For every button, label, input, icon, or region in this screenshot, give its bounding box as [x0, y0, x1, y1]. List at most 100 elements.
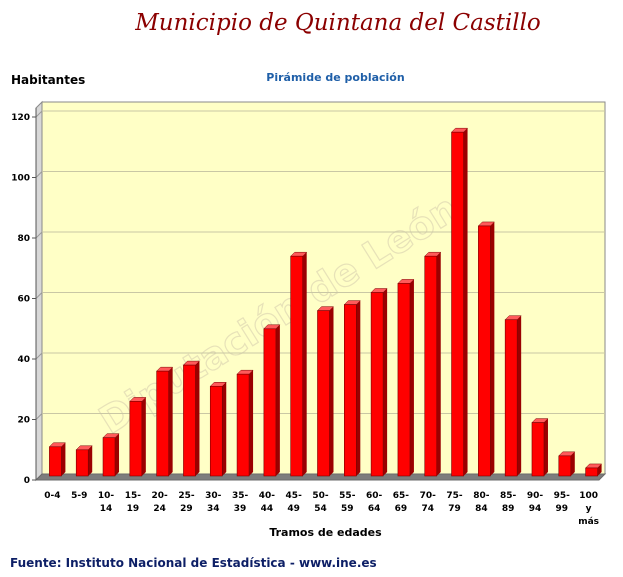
- x-tick-label: y: [586, 504, 592, 514]
- bar: [585, 467, 598, 477]
- y-tick-label: 80: [17, 234, 30, 244]
- bar-side: [329, 306, 334, 476]
- bar: [424, 255, 438, 477]
- x-tick-label: 25-: [178, 491, 195, 501]
- bar: [397, 283, 411, 477]
- x-tick-label: 35-: [232, 491, 249, 501]
- bar-side: [463, 128, 468, 477]
- x-tick-label: 39: [234, 504, 247, 514]
- bar: [370, 292, 384, 477]
- x-tick-label: 10-: [98, 491, 115, 501]
- bar-side: [490, 221, 495, 476]
- x-tick-label: 55-: [339, 491, 356, 501]
- x-tick-label: 100: [579, 491, 598, 501]
- bar: [504, 319, 518, 477]
- bar-side: [88, 445, 93, 476]
- bar-side: [168, 367, 173, 476]
- y-tick-label: 0: [24, 476, 30, 486]
- bar-side: [517, 315, 522, 476]
- x-tick-label: 89: [502, 504, 515, 514]
- x-tick-label: 85-: [500, 491, 517, 501]
- x-tick-label: 29: [180, 504, 193, 514]
- bar: [317, 310, 330, 477]
- x-tick-label: 84: [475, 504, 488, 514]
- bar-side: [356, 300, 361, 476]
- bar: [209, 385, 223, 477]
- x-tick-label: 60-: [366, 491, 383, 501]
- x-tick-label: 5-9: [71, 491, 87, 501]
- bar: [558, 455, 572, 477]
- gridline-side: [35, 110, 43, 118]
- bar-side: [543, 418, 548, 476]
- source-note: Fuente: Instituto Nacional de Estadístic…: [10, 556, 377, 570]
- bar-side: [61, 442, 66, 476]
- page-title: Municipio de Quintana del Castillo: [135, 10, 541, 36]
- bar: [478, 225, 491, 477]
- bar: [290, 255, 303, 477]
- y-tick-label: 20: [17, 416, 30, 426]
- x-tick-label: 99: [556, 504, 569, 514]
- bar: [156, 370, 169, 477]
- x-tick-label: 80-: [473, 491, 490, 501]
- y-tick-label: 60: [17, 295, 30, 305]
- bar-side: [436, 252, 441, 476]
- x-tick-label: 40-: [259, 491, 276, 501]
- x-tick-label: 15-: [125, 491, 142, 501]
- x-tick-label: 90-: [527, 491, 544, 501]
- gridline-side: [35, 231, 43, 239]
- bar: [102, 437, 116, 477]
- bar-side: [249, 370, 254, 476]
- plot-side-wall: [35, 100, 43, 482]
- x-tick-label: 75-: [446, 491, 463, 501]
- x-tick-label: 65-: [393, 491, 410, 501]
- gridline-side: [35, 413, 43, 420]
- x-tick-label: 64: [368, 504, 381, 514]
- x-tick-label: 24: [153, 504, 166, 514]
- x-tick-label: 95-: [554, 491, 571, 501]
- x-tick-label: 70-: [420, 491, 437, 501]
- chart-title: Pirámide de población: [266, 71, 405, 84]
- y-tick-label: 40: [17, 355, 30, 365]
- x-tick-label: 0-4: [44, 491, 60, 501]
- bar-side: [222, 382, 227, 476]
- bar: [49, 446, 62, 477]
- gridline-side: [35, 352, 43, 360]
- x-tick-label: 74: [421, 504, 434, 514]
- x-tick-label: 20-: [152, 491, 169, 501]
- x-tick-label: 30-: [205, 491, 222, 501]
- x-tick-label: 50-: [312, 491, 329, 501]
- bar: [531, 422, 545, 477]
- x-tick-label: 94: [529, 504, 542, 514]
- bar: [75, 449, 89, 477]
- bar: [451, 131, 464, 477]
- gridline-side: [35, 171, 43, 178]
- bar-side: [195, 361, 200, 476]
- x-tick-label: 44: [261, 504, 274, 514]
- bar: [129, 401, 143, 477]
- x-tick-label: más: [578, 517, 599, 527]
- x-tick-label: 19: [127, 504, 140, 514]
- x-tick-label: 14: [100, 504, 113, 514]
- bar: [236, 373, 250, 477]
- x-axis-label: Tramos de edades: [269, 526, 382, 539]
- x-tick-label: 79: [448, 504, 461, 514]
- x-tick-label: 59: [341, 504, 354, 514]
- x-tick-label: 54: [314, 504, 327, 514]
- bar: [263, 328, 277, 477]
- bar-side: [141, 397, 146, 476]
- bar-side: [302, 252, 307, 476]
- y-tick-label: 120: [11, 113, 30, 123]
- gridline-side: [35, 292, 43, 299]
- x-tick-label: 69: [395, 504, 408, 514]
- bar-side: [115, 433, 120, 476]
- x-tick-label: 45-: [286, 491, 303, 501]
- bar-side: [409, 279, 414, 476]
- bar-side: [570, 451, 575, 476]
- bar: [183, 364, 196, 477]
- bar-side: [383, 288, 388, 476]
- bar-side: [275, 324, 280, 476]
- x-tick-label: 49: [287, 504, 300, 514]
- y-axis-label: Habitantes: [11, 73, 86, 87]
- bar: [344, 304, 357, 477]
